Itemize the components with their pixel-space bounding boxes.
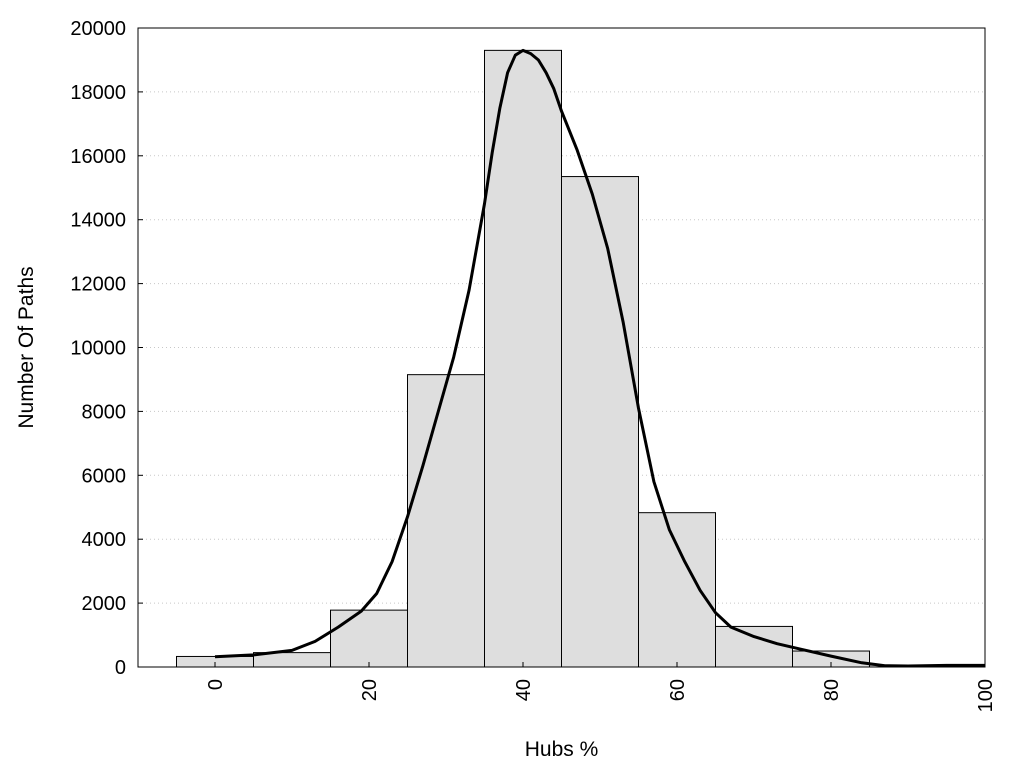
y-axis-title: Number Of Paths: [15, 266, 38, 428]
x-tick-label-0: 0: [205, 679, 227, 690]
y-tick-label-8: 16000: [70, 146, 126, 168]
bar-2: [330, 609, 408, 668]
y-tick-label-3: 6000: [82, 465, 127, 487]
density-curve-layer: [214, 48, 985, 668]
x-tick-label-2: 40: [513, 679, 535, 701]
y-tick-label-2: 4000: [82, 529, 127, 551]
x-tick-label-1: 20: [359, 679, 381, 701]
bar-7: [715, 625, 793, 668]
y-axis-ticks: 0 2000 4000 6000 8000 10000 12000 14000 16000 180…: [70, 18, 143, 679]
bar-3: [407, 374, 485, 668]
y-tick-label-6: 12000: [70, 274, 126, 296]
y-tick-label-4: 8000: [82, 401, 127, 423]
x-tick-label-3: 60: [667, 679, 689, 701]
y-tick-label-0: 0: [115, 657, 126, 679]
x-axis-ticks: 0 20 40 60 80 100: [205, 662, 997, 712]
y-tick-label-7: 14000: [70, 210, 126, 232]
bar-6: [638, 512, 716, 668]
histogram-bars: [176, 49, 986, 668]
y-tick-label-10: 20000: [70, 18, 126, 40]
y-tick-label-1: 2000: [82, 593, 127, 615]
y-tick-label-5: 10000: [70, 338, 126, 360]
y-tick-label-9: 18000: [70, 82, 126, 104]
bar-5: [561, 176, 639, 668]
x-tick-label-5: 100: [975, 679, 997, 712]
bar-4: [484, 49, 562, 668]
density-curve: [214, 48, 985, 668]
x-tick-label-4: 80: [821, 679, 843, 701]
x-axis-title: Hubs %: [525, 738, 599, 761]
